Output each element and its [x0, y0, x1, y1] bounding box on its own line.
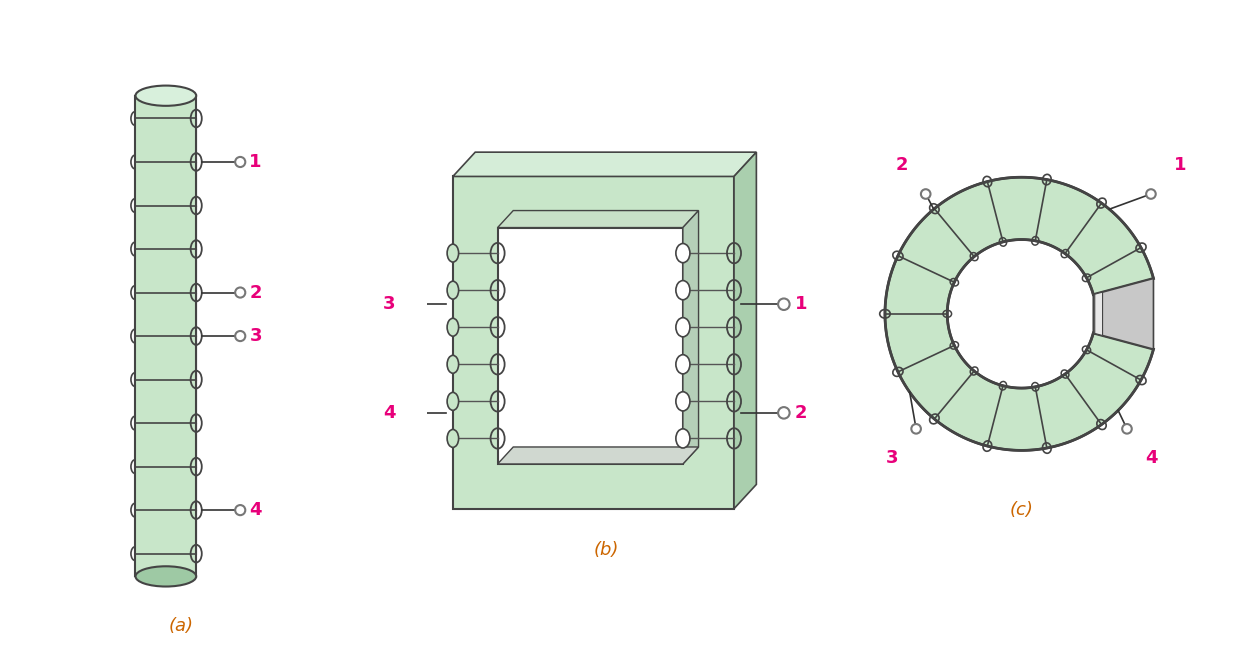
Ellipse shape — [447, 430, 458, 447]
Circle shape — [235, 505, 245, 515]
Polygon shape — [734, 152, 756, 509]
Text: (a): (a) — [168, 617, 193, 635]
Text: 2: 2 — [249, 284, 262, 302]
Ellipse shape — [135, 566, 196, 587]
Circle shape — [235, 157, 245, 167]
Text: 2: 2 — [895, 156, 907, 174]
Circle shape — [1146, 189, 1156, 199]
Ellipse shape — [135, 86, 196, 106]
Text: 1: 1 — [1174, 156, 1186, 174]
Circle shape — [235, 331, 245, 341]
Ellipse shape — [447, 281, 458, 299]
Ellipse shape — [676, 354, 690, 374]
Ellipse shape — [676, 392, 690, 411]
Polygon shape — [453, 152, 756, 176]
Polygon shape — [1094, 292, 1103, 335]
Ellipse shape — [676, 244, 690, 263]
Ellipse shape — [447, 244, 458, 262]
Polygon shape — [498, 228, 683, 464]
Polygon shape — [683, 211, 698, 464]
Circle shape — [235, 288, 245, 298]
Circle shape — [404, 407, 415, 418]
Polygon shape — [885, 178, 1154, 450]
Text: (b): (b) — [593, 541, 619, 558]
Ellipse shape — [447, 393, 458, 411]
Text: 3: 3 — [383, 295, 395, 313]
Circle shape — [921, 189, 931, 199]
Polygon shape — [135, 96, 196, 576]
Polygon shape — [498, 211, 698, 228]
Text: 1: 1 — [249, 153, 262, 171]
Text: 2: 2 — [795, 404, 807, 422]
Ellipse shape — [676, 317, 690, 337]
Polygon shape — [498, 447, 698, 464]
Ellipse shape — [447, 355, 458, 374]
Polygon shape — [1093, 279, 1154, 349]
Text: 4: 4 — [249, 501, 262, 519]
Text: 4: 4 — [1145, 449, 1158, 467]
Text: 3: 3 — [886, 449, 899, 467]
Polygon shape — [453, 176, 734, 509]
Text: 3: 3 — [249, 327, 262, 345]
Text: 4: 4 — [383, 404, 395, 422]
Ellipse shape — [676, 280, 690, 300]
Ellipse shape — [447, 318, 458, 336]
Circle shape — [1122, 424, 1132, 434]
Text: 1: 1 — [795, 295, 807, 313]
Ellipse shape — [676, 429, 690, 448]
Circle shape — [911, 424, 921, 434]
Circle shape — [779, 298, 790, 310]
Text: (c): (c) — [1010, 501, 1034, 519]
Circle shape — [779, 407, 790, 418]
Circle shape — [404, 298, 415, 310]
